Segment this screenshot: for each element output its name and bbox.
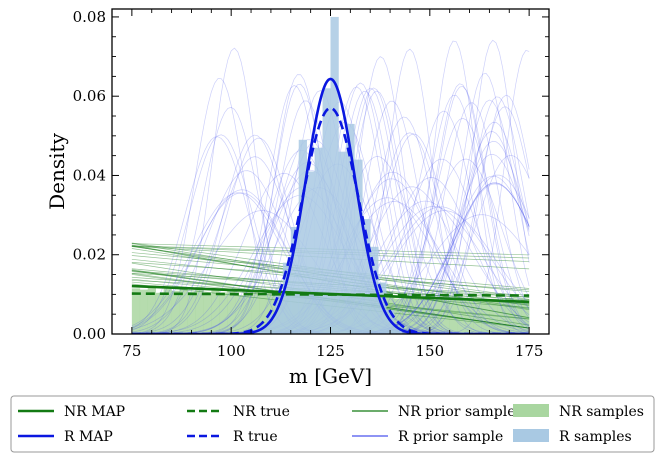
legend-box	[10, 395, 655, 453]
nr-samples-bar	[139, 289, 149, 334]
r-samples-bar	[258, 326, 268, 334]
r-samples-bar	[266, 314, 276, 334]
axes: 75 100 125 150 175 0.00 0.02 0.04 0.06 0.08 m [GeV…	[45, 8, 550, 388]
nr-samples-bar	[441, 298, 450, 334]
legend-patch	[513, 429, 549, 442]
legend-label: R samples	[559, 429, 632, 445]
x-tick-label: 125	[316, 342, 345, 360]
x-tick-label: 175	[515, 342, 544, 360]
r-samples-bar	[394, 326, 403, 334]
nr-samples-bar	[409, 297, 419, 334]
r-prior-sample-line	[131, 40, 530, 334]
r-prior-sample-line	[131, 96, 530, 334]
r-prior-sample-line	[131, 102, 530, 334]
r-prior-sample-line	[131, 86, 530, 334]
r-prior-sample-line	[131, 153, 530, 334]
r-samples-bar	[298, 139, 307, 334]
nr-samples-bar	[505, 298, 514, 334]
r-prior-sample-line	[131, 39, 530, 334]
nr-samples-bar	[171, 290, 180, 334]
nr-samples-bar	[465, 297, 474, 334]
legend-label: R MAP	[64, 429, 113, 445]
r-samples-bar	[314, 147, 323, 334]
legend: NR MAP R MAP NR true R true NR prior sample R…	[10, 395, 655, 453]
nr-samples-bar	[402, 295, 411, 334]
nr-samples-bar	[433, 297, 443, 334]
nr-samples-bar	[203, 293, 212, 334]
r-prior-sample-line	[131, 72, 530, 334]
y-axis-label: Density	[45, 132, 69, 209]
nr-samples-bar	[219, 292, 228, 334]
nr-samples-bar	[394, 298, 403, 334]
legend-label: NR samples	[559, 404, 644, 420]
x-tick-label: 75	[122, 342, 141, 360]
r-samples-bar	[282, 262, 292, 334]
x-axis-label: m [GeV]	[289, 364, 372, 388]
r-prior-sample-line	[131, 131, 530, 334]
r-samples-bar	[330, 16, 339, 334]
r-prior-sample-line	[131, 94, 530, 334]
r-samples-bar	[290, 226, 300, 334]
r-samples-bar	[370, 246, 379, 334]
y-tick-label: 0.04	[73, 166, 106, 184]
plot-area	[131, 16, 530, 334]
nr-samples-bar	[211, 290, 220, 334]
legend-label: R true	[233, 429, 278, 445]
nr-samples-bar	[513, 300, 522, 334]
r-samples-bar	[274, 294, 284, 334]
r-samples-bar	[346, 123, 355, 334]
nr-samples-bar	[473, 299, 482, 334]
nr-samples-bar	[481, 298, 490, 334]
x-tick-label: 100	[217, 342, 246, 360]
nr-samples-bar	[425, 299, 435, 334]
r-prior-sample-line	[131, 83, 530, 334]
nr-samples-bar	[163, 287, 172, 334]
legend-label: NR true	[233, 404, 290, 420]
r-prior-sample-line	[131, 106, 530, 334]
nr-samples-bar	[155, 292, 164, 334]
nr-samples-bar	[489, 299, 498, 334]
r-samples-bar	[338, 151, 347, 334]
r-samples-bar	[354, 159, 363, 334]
y-tick-label: 0.02	[73, 246, 106, 264]
r-prior-sample-line	[131, 94, 530, 334]
legend-label: R prior sample	[398, 429, 503, 445]
nr-samples-bar	[131, 288, 141, 334]
r-prior-sample-line	[131, 155, 530, 334]
nr-samples-bar	[457, 299, 466, 334]
y-tick-label: 0.08	[73, 8, 106, 26]
r-samples-bar	[362, 219, 371, 334]
nr-samples-bar	[235, 295, 244, 334]
r-map-curve	[131, 77, 530, 334]
nr-samples-bar	[147, 285, 156, 334]
legend-label: NR MAP	[64, 404, 125, 420]
nr-samples-bar	[227, 288, 236, 334]
y-tick-label: 0.06	[73, 87, 106, 105]
r-prior-sample-line	[131, 140, 530, 334]
x-tick-label: 150	[415, 342, 444, 360]
nr-samples-bar	[521, 299, 530, 334]
nr-samples-bar	[449, 297, 458, 334]
r-samples-bar	[306, 171, 315, 334]
r-samples-bar	[322, 88, 331, 334]
nr-samples-bar	[417, 296, 427, 334]
nr-samples-bar	[258, 295, 268, 334]
y-tick-label: 0.00	[73, 325, 106, 343]
nr-samples-bar	[251, 289, 260, 334]
r-prior-sample-line	[131, 121, 530, 334]
r-prior-sample-line	[131, 99, 530, 334]
nr-samples-bar	[243, 291, 252, 334]
nr-samples-bar	[187, 291, 196, 334]
nr-samples-bar	[195, 286, 204, 334]
legend-label: NR prior sample	[398, 404, 515, 420]
legend-patch	[513, 404, 549, 417]
nr-true-line	[131, 292, 530, 297]
r-prior-sample-line	[131, 50, 530, 334]
nr-samples-bar	[179, 289, 188, 334]
nr-samples-bar	[497, 300, 506, 334]
